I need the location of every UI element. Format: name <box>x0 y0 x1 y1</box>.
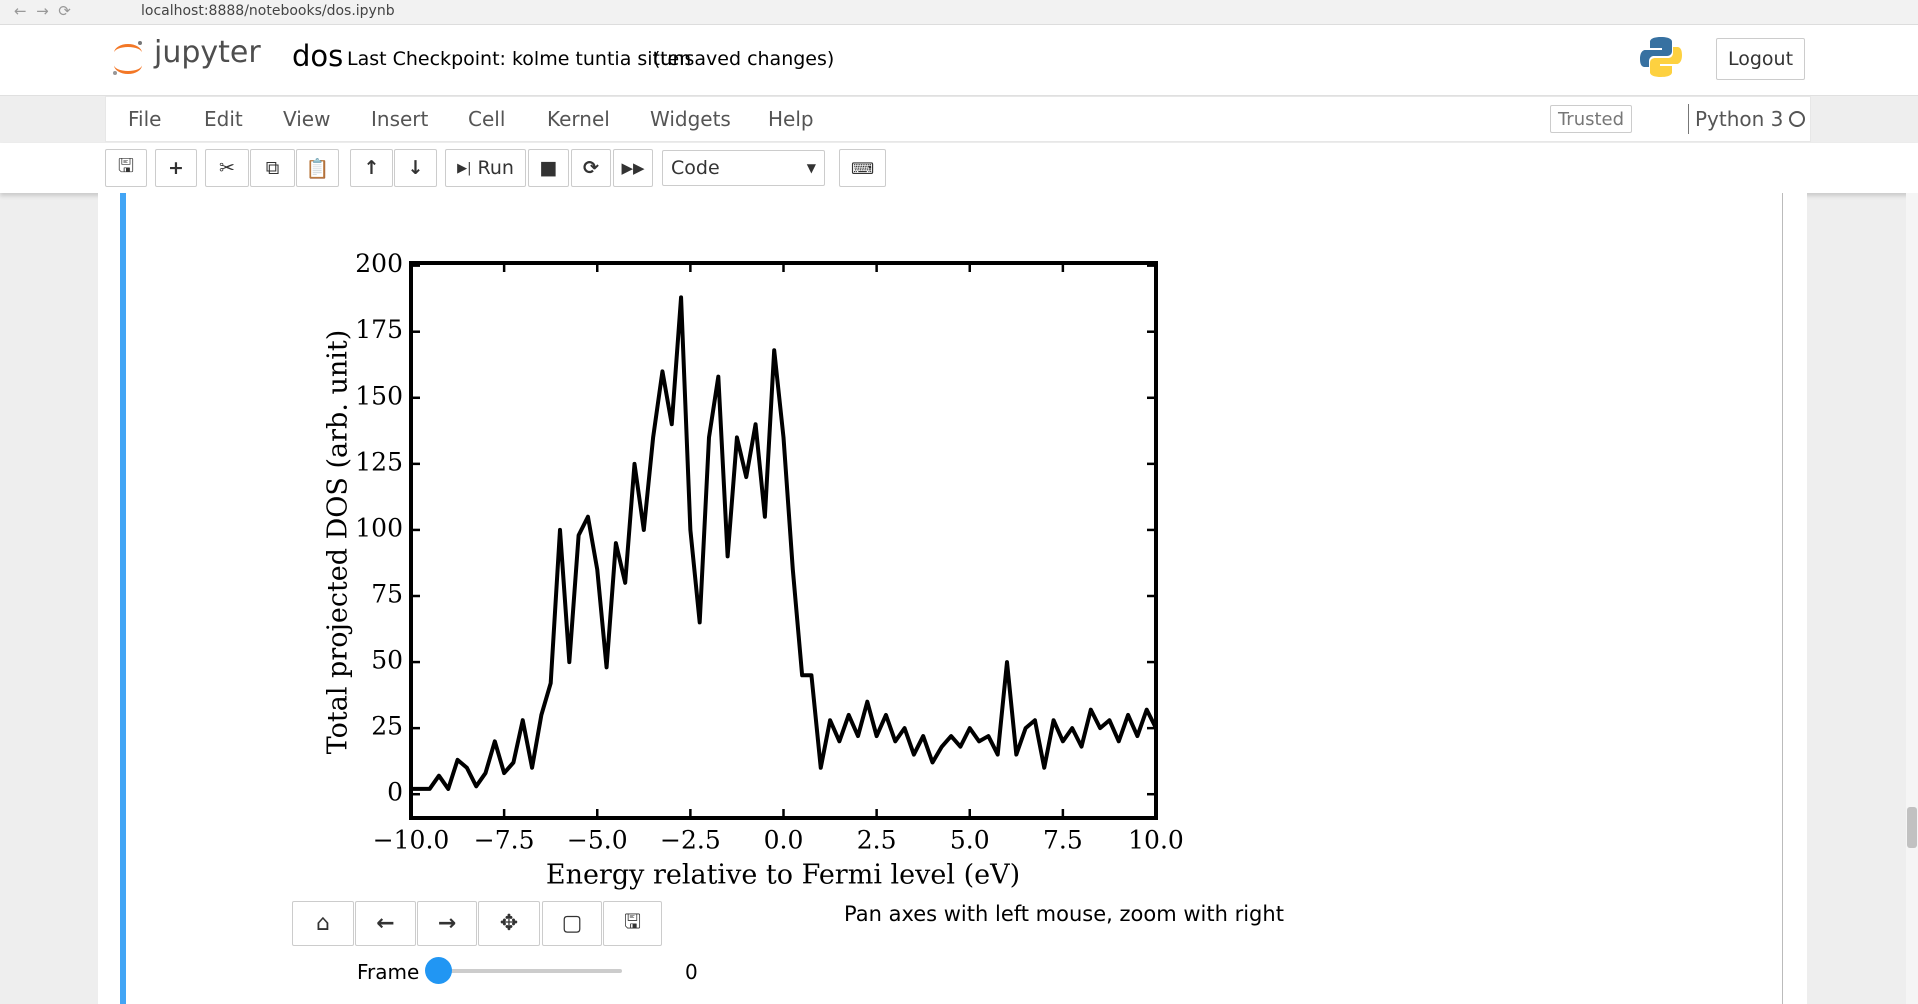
x-tick-label: −10.0 <box>373 826 450 855</box>
run-icon: ▶| <box>457 160 472 176</box>
menubar <box>105 96 1811 142</box>
y-tick-label: 50 <box>371 646 403 675</box>
header: jupyter dos Last Checkpoint: kolme tunti… <box>0 25 1918 96</box>
cell-type: Code <box>671 157 720 179</box>
copy-button[interactable]: ⧉ <box>250 149 295 187</box>
run-button[interactable]: ▶| Run <box>445 149 526 187</box>
x-tick-label: −7.5 <box>474 826 535 855</box>
pan-button[interactable]: ✥ <box>478 901 540 946</box>
scrollbar-thumb[interactable] <box>1907 807 1917 848</box>
x-tick-label: 5.0 <box>950 826 990 855</box>
dropdown-arrow: ▼ <box>806 161 816 175</box>
x-axis-label: Energy relative to Fermi level (eV) <box>546 860 1020 891</box>
paste-button[interactable]: 📋 <box>296 149 339 187</box>
move-down-button[interactable]: ↓ <box>394 149 437 187</box>
python-logo <box>1640 37 1682 77</box>
save-status: (unsaved changes) <box>653 48 835 70</box>
menu-item[interactable]: Insert <box>371 107 429 131</box>
logout-button[interactable]: Logout <box>1716 38 1805 80</box>
home-button[interactable]: ⌂ <box>292 901 354 946</box>
menu-item[interactable]: Help <box>768 107 814 131</box>
y-tick-label: 200 <box>355 249 403 278</box>
y-tick-label: 150 <box>355 381 403 410</box>
stop-button[interactable]: ■ <box>528 149 569 187</box>
toolbar-message: Pan axes with left mouse, zoom with righ… <box>844 902 1284 926</box>
slider-track[interactable] <box>434 969 622 973</box>
add-cell-button[interactable]: + <box>155 149 197 187</box>
plot-frame <box>409 261 1158 820</box>
menu-item[interactable]: Widgets <box>650 107 731 131</box>
menu-item[interactable]: Edit <box>204 107 243 131</box>
nav-icons: ← → ⟳ <box>14 2 71 20</box>
x-tick-label: 0.0 <box>764 826 804 855</box>
separator <box>1688 104 1689 134</box>
x-tick-label: −2.5 <box>660 826 721 855</box>
cell-type-select[interactable]: Code ▼ <box>662 150 825 186</box>
kernel-indicator <box>1789 111 1805 127</box>
y-tick-label: 100 <box>355 513 403 542</box>
slider-value: 0 <box>685 960 698 984</box>
y-tick-label: 25 <box>371 712 403 741</box>
jupyter-logo-icon <box>113 41 142 75</box>
x-tick-label: −5.0 <box>567 826 628 855</box>
slider-handle[interactable] <box>425 957 452 984</box>
checkpoint: Last Checkpoint: kolme tuntia sitten <box>347 48 692 70</box>
y-tick-label: 0 <box>387 778 403 807</box>
cell-border <box>1782 193 1783 1004</box>
browser-bar: ← → ⟳ localhost:8888/notebooks/dos.ipynb <box>0 0 1918 25</box>
menu-item[interactable]: View <box>283 107 331 131</box>
notebook-name[interactable]: dos <box>292 39 344 73</box>
kernel-name: Python 3 <box>1695 107 1784 131</box>
move-up-button[interactable]: ↑ <box>350 149 393 187</box>
notebook-container <box>98 193 1807 1004</box>
scrollbar <box>1906 193 1918 1004</box>
restart-run-button[interactable]: ▶▶ <box>613 149 653 187</box>
menu-item[interactable]: Kernel <box>547 107 610 131</box>
cut-button[interactable]: ✂ <box>205 149 249 187</box>
cell-selection-bar <box>120 193 126 1004</box>
back-button[interactable]: ← <box>355 901 416 946</box>
save-button[interactable]: 🖫 <box>105 149 147 187</box>
keyboard-button[interactable]: ⌨ <box>839 149 886 187</box>
y-tick-label: 75 <box>371 580 403 609</box>
zoom-button[interactable]: ▢ <box>542 901 602 946</box>
x-tick-label: 2.5 <box>857 826 897 855</box>
x-tick-label: 10.0 <box>1128 826 1184 855</box>
y-axis-label: Total projected DOS (arb. unit) <box>323 330 354 755</box>
y-tick-label: 125 <box>355 447 403 476</box>
menu-item[interactable]: File <box>128 107 162 131</box>
y-tick-label: 175 <box>355 315 403 344</box>
restart-button[interactable]: ⟳ <box>571 149 611 187</box>
forward-button[interactable]: → <box>417 901 477 946</box>
logo-text[interactable]: jupyter <box>154 35 261 70</box>
x-tick-label: 7.5 <box>1043 826 1083 855</box>
dos-line <box>411 295 1158 791</box>
run-label: Run <box>477 157 514 179</box>
download-button[interactable]: 🖫 <box>603 901 662 946</box>
menu-item[interactable]: Cell <box>468 107 506 131</box>
trusted-indicator[interactable]: Trusted <box>1550 105 1632 133</box>
slider-label: Frame <box>357 960 420 984</box>
url[interactable]: localhost:8888/notebooks/dos.ipynb <box>141 3 395 19</box>
